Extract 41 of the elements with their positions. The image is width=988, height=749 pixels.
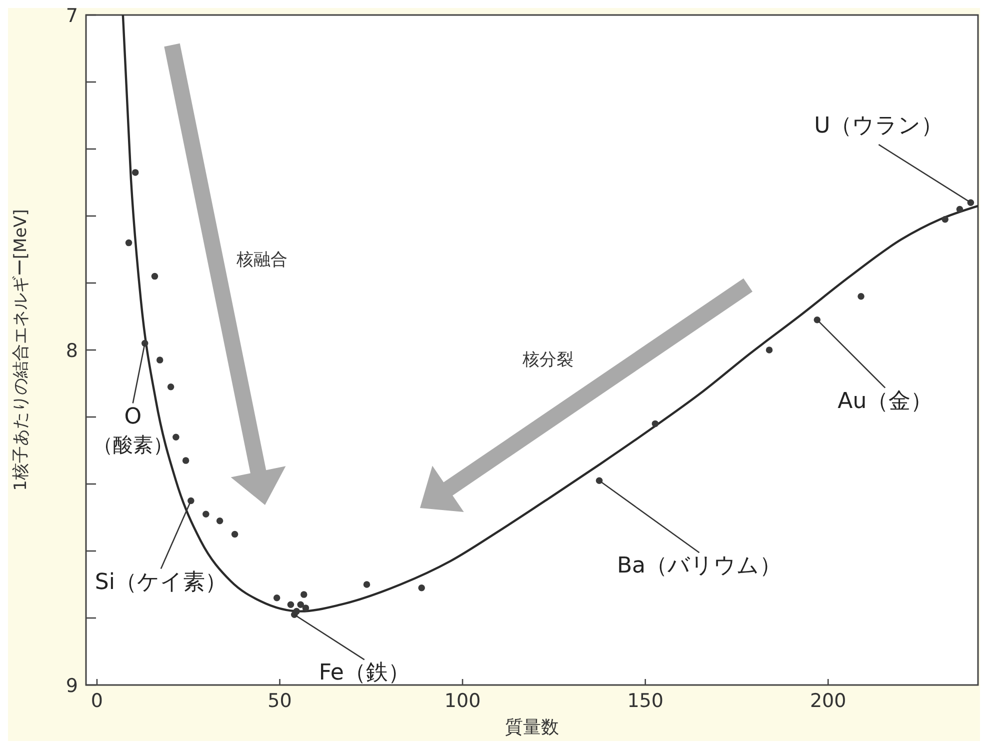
annotation: U（ウラン） [814, 114, 944, 139]
point [956, 206, 964, 213]
point [297, 601, 304, 608]
annotation: O （酸素） [92, 404, 173, 456]
y-axis-title: 1核子あたりの結合エネルギー[MeV] [11, 209, 31, 491]
point [300, 591, 308, 598]
point [216, 517, 224, 524]
x-tick-label: 200 [810, 690, 846, 712]
point [766, 346, 773, 354]
annotation: Au（金） [838, 388, 933, 414]
y-tick-label: 7 [66, 5, 78, 27]
point [293, 608, 300, 615]
point [418, 584, 425, 592]
annotation: Ba（バリウム） [616, 554, 782, 579]
annotation: 核融合 [236, 250, 288, 270]
x-tick-label: 0 [90, 690, 104, 712]
point [125, 239, 132, 246]
point [132, 169, 139, 176]
x-axis-title: 質量数 [505, 717, 559, 738]
annotation: 核分裂 [522, 350, 574, 370]
x-tick-label: 50 [268, 690, 292, 712]
x-tick-label: 100 [444, 690, 481, 712]
point [231, 530, 238, 538]
x-tick-label: 150 [627, 690, 664, 712]
point [182, 457, 190, 464]
annotation: Fe（鉄） [318, 660, 410, 686]
point [167, 383, 174, 390]
point [273, 594, 280, 602]
y-tick-label: 9 [66, 675, 78, 697]
point [858, 293, 864, 300]
point [172, 434, 180, 440]
point [942, 216, 948, 223]
point [363, 581, 370, 588]
point [151, 272, 158, 280]
point [202, 510, 210, 518]
y-tick-label: 8 [66, 340, 78, 362]
point [156, 356, 164, 364]
point [287, 601, 294, 608]
point [302, 604, 310, 612]
point [652, 420, 659, 428]
annotation: Si（ケイ素） [94, 570, 227, 595]
